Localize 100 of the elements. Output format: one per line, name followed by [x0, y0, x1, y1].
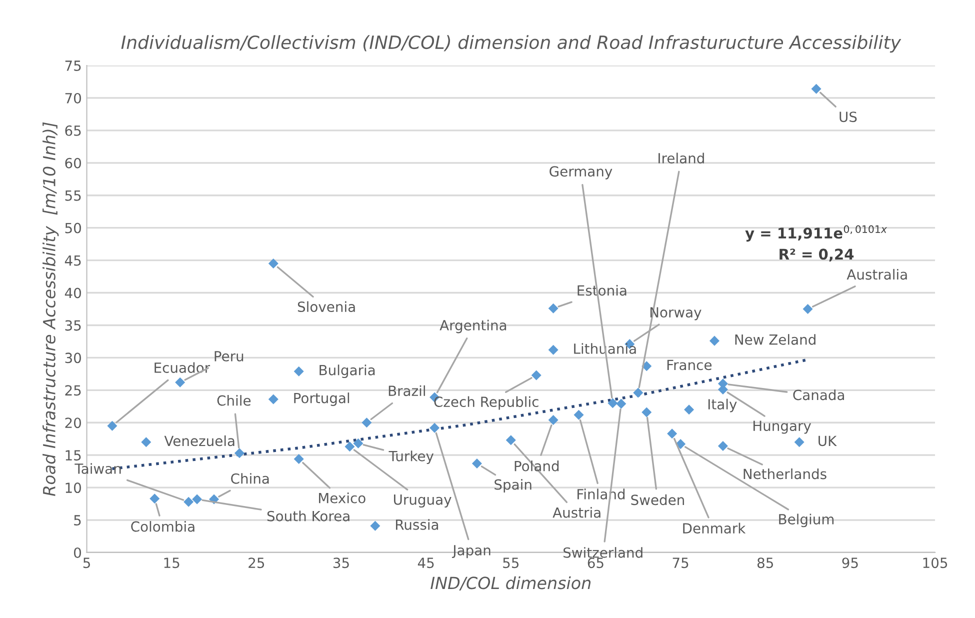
- point: [548, 303, 558, 314]
- x-tick-label: 85: [757, 558, 773, 568]
- x-tick-label: 35: [333, 558, 349, 568]
- annotation: Czech Republic: [434, 396, 538, 410]
- annotation: South Korea: [267, 510, 350, 522]
- point: [684, 404, 694, 415]
- annotation: Turkey: [388, 450, 434, 464]
- annotation: Canada: [793, 389, 844, 400]
- y-tick-label: 50: [65, 222, 81, 234]
- x-tick-label: 105: [923, 558, 948, 568]
- annotation: R² = 0,24: [780, 248, 854, 262]
- annotation: Sweden: [631, 494, 684, 506]
- point: [107, 420, 118, 431]
- annotation: Austria: [552, 507, 600, 518]
- y-tick-label: 25: [65, 385, 81, 396]
- point: [506, 435, 516, 446]
- y-tick-label: 35: [65, 320, 81, 331]
- y-tick-label: 65: [65, 125, 81, 136]
- point: [718, 440, 728, 452]
- x-tick-label: 65: [588, 558, 604, 568]
- point: [344, 442, 355, 452]
- y-tick-label: 40: [64, 288, 81, 298]
- point: [150, 494, 160, 504]
- y-tick-label: 20: [65, 418, 81, 428]
- annotation: Denmark: [683, 522, 746, 534]
- annotation: Taiwan: [74, 463, 121, 474]
- point: [141, 437, 152, 448]
- x-tick-label: 75: [672, 558, 688, 568]
- point: [362, 418, 372, 428]
- point: [294, 454, 304, 464]
- y-tick-label: 30: [65, 352, 81, 364]
- annotation: Japan: [452, 545, 490, 558]
- annotation: Hungary: [753, 420, 812, 434]
- point: [633, 388, 644, 398]
- point: [794, 437, 804, 448]
- point: [370, 520, 380, 531]
- x-tick-label: 25: [248, 558, 264, 568]
- point: [574, 410, 584, 420]
- point: [676, 439, 686, 450]
- y-tick-label: 75: [65, 60, 81, 71]
- point: [548, 415, 558, 426]
- annotation: Colombia: [131, 521, 194, 532]
- point: [709, 336, 720, 346]
- annotation: US: [840, 112, 857, 122]
- annotation: Argentina: [440, 320, 506, 334]
- annotation: UK: [818, 436, 837, 446]
- point: [616, 398, 626, 409]
- annotation: Switzerland: [564, 547, 642, 558]
- annotation: Portugal: [294, 392, 350, 406]
- y-tick-label: 5: [74, 515, 81, 526]
- annotation: Bulgaria: [320, 364, 375, 378]
- annotation: Ecuador: [154, 362, 210, 373]
- annotation: Chile: [217, 395, 251, 406]
- annotation: Brazil: [388, 385, 425, 396]
- point: [268, 258, 278, 269]
- annotation: Lithuania: [574, 343, 636, 354]
- point: [811, 84, 822, 94]
- x-tick-label: 5: [83, 558, 90, 568]
- annotation: y = 11,911e$^{0,0101x}$: [745, 225, 888, 242]
- annotation: New Zeland: [735, 334, 816, 345]
- x-tick-label: 55: [503, 558, 519, 568]
- point: [531, 370, 542, 380]
- y-tick-label: 70: [65, 92, 81, 104]
- annotation: Slovenia: [298, 301, 355, 312]
- x-tick-label: 95: [842, 558, 858, 568]
- point: [192, 494, 202, 504]
- point: [802, 304, 813, 314]
- annotation: Poland: [514, 460, 559, 472]
- x-tick-label: 15: [164, 558, 180, 568]
- annotation: China: [231, 473, 269, 484]
- annotation: Italy: [708, 398, 737, 412]
- chart-title: Individualism/Collectivism (IND/COL) dimension and Road Infrasturucture Accessibility: [121, 35, 902, 53]
- annotation: Estonia: [578, 284, 626, 296]
- annotation: Australia: [846, 268, 907, 280]
- point: [234, 448, 244, 458]
- annotation: Peru: [214, 351, 244, 362]
- x-axis-title: IND/COL dimension: [430, 576, 591, 591]
- y-tick-label: 60: [65, 158, 81, 168]
- annotation: Venezuela: [164, 435, 234, 446]
- annotation: Norway: [650, 307, 702, 320]
- y-axis-title: Road Infrastructure Accessibility [m/10 Inh)]: [42, 122, 59, 496]
- annotation: Russia: [396, 519, 438, 530]
- point: [472, 458, 482, 469]
- point: [642, 407, 652, 418]
- x-tick-label: 45: [418, 558, 434, 568]
- y-tick-label: 10: [66, 482, 81, 494]
- annotation: Uruguay: [394, 494, 452, 508]
- point: [268, 394, 278, 404]
- y-tick-label: 55: [65, 190, 81, 201]
- point: [294, 366, 304, 376]
- point: [184, 496, 194, 507]
- y-tick-label: 45: [64, 255, 81, 266]
- annotation: Germany: [550, 166, 612, 180]
- y-tick-label: 0: [74, 547, 81, 558]
- point: [175, 377, 186, 388]
- y-tick-label: 15: [66, 450, 81, 461]
- annotation: France: [667, 360, 712, 370]
- point: [430, 422, 440, 433]
- point: [548, 344, 558, 355]
- point: [608, 398, 618, 408]
